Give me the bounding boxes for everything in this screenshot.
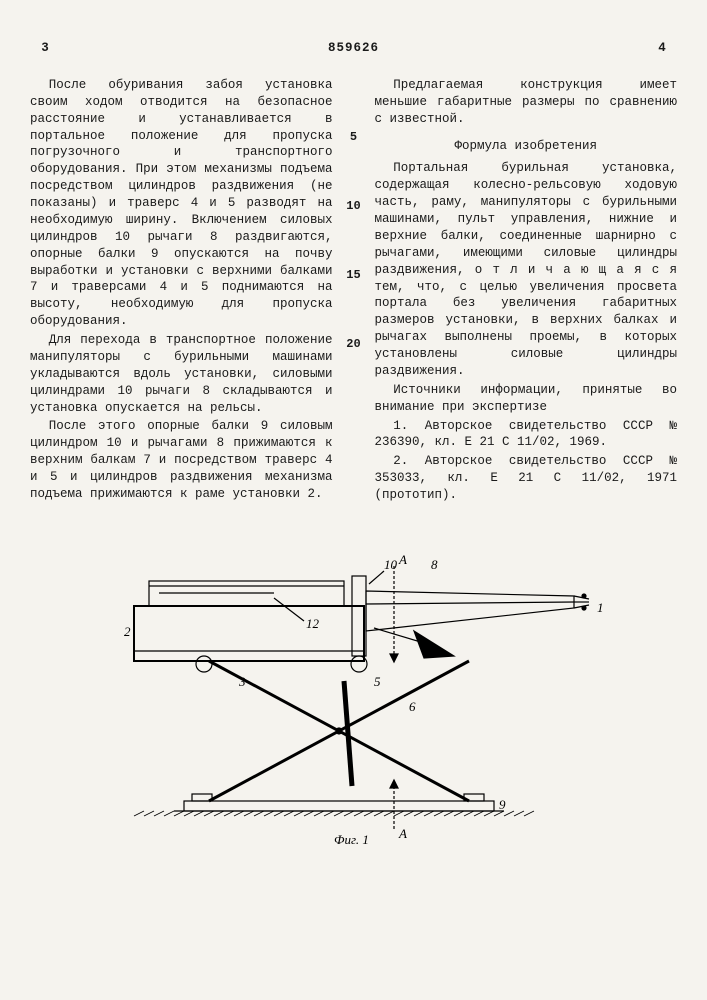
paragraph: 1. Авторское свидетельство СССР № 236390…: [375, 418, 678, 452]
line-number: 10: [346, 198, 360, 214]
paragraph: Предлагаемая конструкция имеет меньшие г…: [375, 77, 678, 128]
label-12: 12: [306, 616, 320, 631]
label-3: 3: [238, 674, 246, 689]
left-column: После обуривания забоя установка своим х…: [30, 77, 333, 506]
figure-1: A A 8 10 12 2 3 5 6 1 9 Фиг. 1: [30, 536, 677, 846]
figure-caption: Фиг. 1: [334, 832, 369, 846]
label-9: 9: [499, 797, 506, 812]
label-1: 1: [597, 600, 604, 615]
page-number-left: 3: [30, 40, 60, 57]
paragraph: Для перехода в транспортное положение ма…: [30, 332, 333, 416]
line-number: 5: [350, 129, 357, 145]
paragraph: После этого опорные балки 9 силовым цили…: [30, 418, 333, 502]
line-number: 15: [346, 267, 360, 283]
paragraph: Портальная бурильная установка, содержащ…: [375, 160, 678, 379]
page-header: 3 859626 4: [30, 40, 677, 57]
label-10: 10: [384, 557, 398, 572]
right-column: Предлагаемая конструкция имеет меньшие г…: [375, 77, 678, 506]
label-8: 8: [431, 557, 438, 572]
label-6: 6: [409, 699, 416, 714]
page-number-right: 4: [647, 40, 677, 57]
label-5: 5: [374, 674, 381, 689]
text-columns: После обуривания забоя установка своим х…: [30, 77, 677, 506]
label-A-top: A: [398, 552, 407, 567]
line-number-gutter: 5 10 15 20: [345, 77, 363, 506]
diagram-svg: A A 8 10 12 2 3 5 6 1 9 Фиг. 1: [74, 536, 634, 846]
document-number: 859626: [328, 40, 379, 57]
line-number: 20: [346, 336, 360, 352]
section-title: Формула изобретения: [375, 138, 678, 155]
paragraph: Источники информации, принятые во вниман…: [375, 382, 678, 416]
paragraph: 2. Авторское свидетельство СССР № 353033…: [375, 453, 678, 504]
paragraph: После обуривания забоя установка своим х…: [30, 77, 333, 330]
label-2: 2: [124, 624, 131, 639]
label-A-bot: A: [398, 826, 407, 841]
